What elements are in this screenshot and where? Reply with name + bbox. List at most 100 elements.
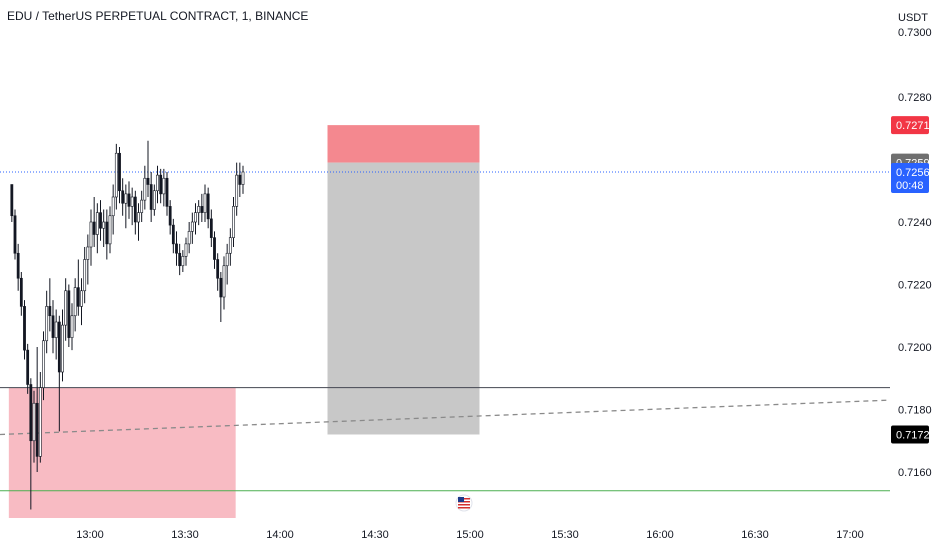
candle [228, 228, 232, 266]
candle [219, 272, 223, 322]
candle-body [168, 206, 172, 226]
candle [146, 140, 150, 197]
candle [10, 184, 14, 222]
us-flag-event-icon[interactable] [455, 494, 473, 512]
candle-body [124, 193, 128, 204]
candle-body [238, 174, 242, 185]
candle [171, 218, 175, 254]
candle-body [137, 212, 140, 223]
time-tick-label: 14:30 [361, 529, 389, 541]
candle [73, 278, 77, 332]
candle [178, 243, 182, 276]
candle-body [235, 174, 239, 207]
candle-body [143, 177, 147, 201]
candle [149, 172, 153, 222]
candle [175, 231, 178, 266]
candle-body [209, 218, 213, 238]
candle [19, 272, 23, 316]
candle [35, 347, 39, 472]
candle-body [13, 215, 17, 254]
candle [38, 372, 42, 463]
price-tick-label: 0.7200 [898, 342, 932, 354]
time-tick-label: 13:00 [76, 529, 104, 541]
chart-title: EDU / TetherUS PERPETUAL CONTRACT, 1, BI… [7, 9, 309, 23]
candle-body [156, 174, 159, 192]
candle-body [89, 221, 93, 248]
candle [140, 190, 144, 222]
candle-body [92, 221, 96, 235]
candle-body [64, 290, 68, 326]
candle-body [197, 206, 201, 213]
candle [213, 231, 216, 269]
candle [99, 200, 102, 241]
candle-body [203, 193, 207, 213]
candle-body [48, 306, 52, 317]
current-price-label: 0.7256 [896, 167, 930, 179]
candle-body [45, 306, 49, 342]
candle [194, 203, 197, 235]
candle-body [216, 259, 220, 279]
time-tick-label: 17:00 [836, 529, 864, 541]
candle-body [102, 221, 106, 229]
candle [121, 178, 125, 216]
candle [105, 209, 109, 260]
currency-label: USDT [898, 12, 928, 24]
candle [200, 193, 204, 222]
price-badge: 0.7271 [891, 116, 930, 135]
time-axis: 13:00 13:30 14:00 14:30 15:00 15:30 16:00 16:30… [76, 529, 864, 541]
candle [70, 303, 74, 351]
candle-body [152, 190, 156, 210]
candle-body [225, 252, 229, 267]
price-tick-label: 0.7220 [898, 280, 932, 292]
price-tick-label: 0.7180 [898, 405, 932, 417]
candle-body [42, 340, 45, 388]
candle-body [35, 402, 39, 457]
candle-body [232, 206, 235, 238]
candle [197, 200, 201, 226]
candle [29, 378, 33, 510]
candle-body [95, 212, 99, 235]
flag-stripe [458, 504, 470, 506]
candle-body [171, 224, 175, 245]
candle-body [219, 277, 223, 298]
candle [133, 190, 137, 235]
candle-body [19, 277, 23, 307]
candle [168, 200, 172, 235]
candle [222, 256, 226, 310]
time-tick-label: 15:30 [551, 529, 579, 541]
candle [45, 290, 49, 354]
candle [241, 165, 245, 194]
candle-body [26, 349, 30, 385]
candle-body [149, 184, 153, 210]
candle [76, 259, 80, 316]
candle-body [51, 315, 55, 338]
candle [54, 309, 58, 360]
candle [80, 278, 83, 326]
candle-body [228, 237, 232, 254]
candle [225, 243, 229, 285]
candle [181, 250, 185, 272]
candle-body [190, 221, 194, 232]
candle-body [200, 206, 204, 213]
trend-line[interactable] [0, 399, 891, 436]
flag-stripe [458, 507, 470, 509]
candle [143, 165, 147, 210]
current-price-badge-background [891, 163, 929, 193]
candle-body [23, 306, 26, 351]
candle [124, 184, 128, 229]
position-stop-zone[interactable] [327, 125, 480, 163]
candle-body [83, 259, 87, 292]
position-target-zone[interactable] [327, 162, 480, 435]
candle-body [181, 256, 185, 267]
supply-zone-rectangle[interactable] [8, 387, 236, 518]
candle-body [162, 177, 166, 195]
candle [64, 278, 68, 341]
candle [89, 209, 93, 266]
candle [159, 168, 163, 204]
time-tick-label: 14:00 [266, 529, 294, 541]
candle [209, 209, 213, 247]
price-tick-label: 0.7160 [898, 467, 932, 479]
price-badge-label: 0.7271 [896, 120, 930, 132]
